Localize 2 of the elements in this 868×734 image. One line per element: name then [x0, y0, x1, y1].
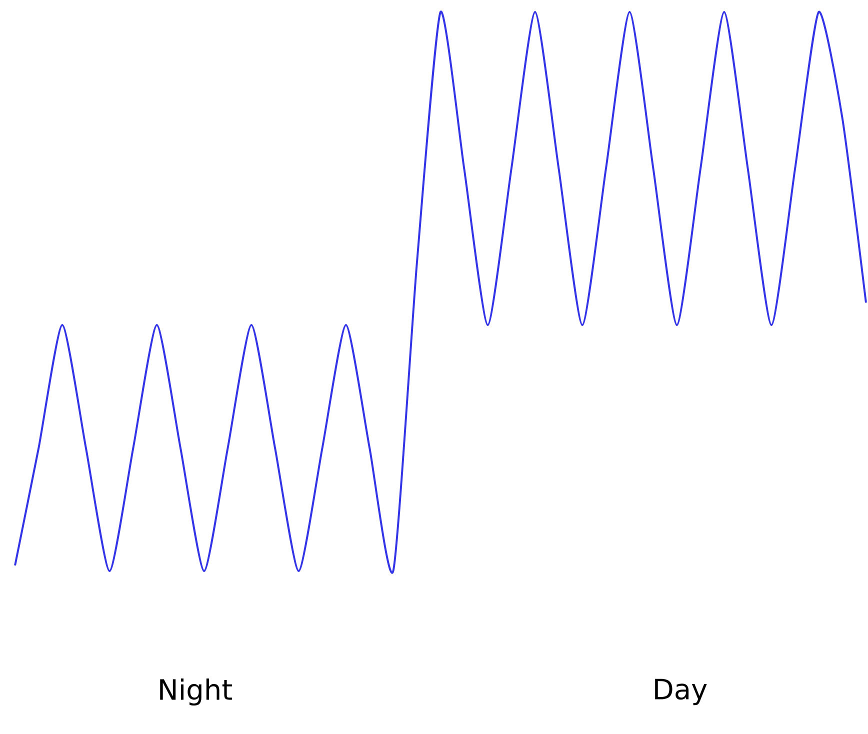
text: Day: [655, 678, 707, 706]
text: Night: [160, 678, 232, 706]
